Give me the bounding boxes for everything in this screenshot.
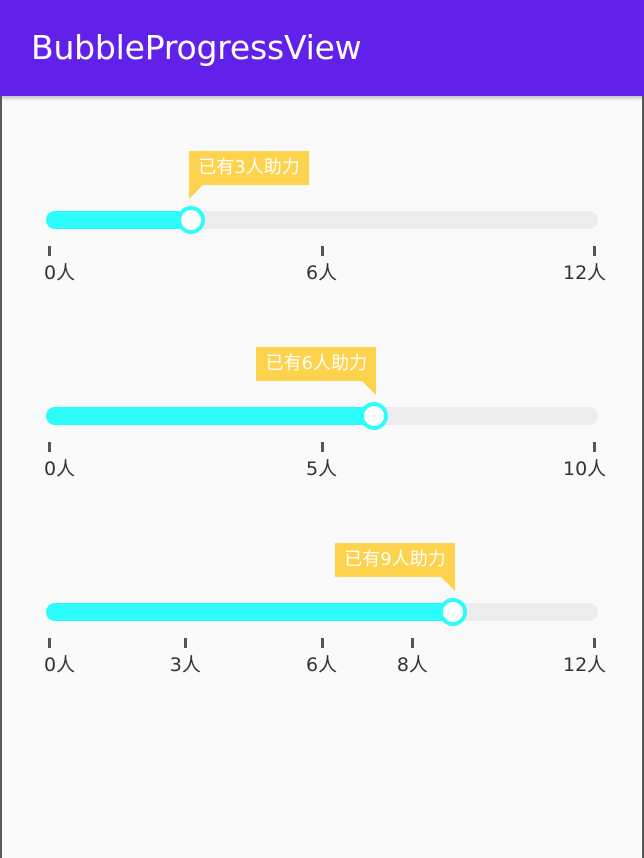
tick-mark — [320, 442, 324, 452]
tick-label: 6人 — [306, 654, 338, 676]
bubble-pointer — [362, 381, 377, 395]
tick-label: 5人 — [306, 458, 338, 480]
progress-bubble: 已有6人助力 — [256, 347, 377, 381]
progress-bubble: 已有9人助力 — [335, 543, 455, 577]
tick-mark — [320, 638, 324, 648]
tick-label: 12人 — [563, 262, 607, 284]
progress-fill — [46, 211, 191, 229]
progress-fill — [46, 603, 453, 621]
tick-mark — [593, 246, 596, 256]
app-title: BubbleProgressView — [31, 28, 362, 67]
progress-bubble: 已有3人助力 — [189, 151, 309, 185]
progress-track — [46, 211, 598, 229]
tick-label: 10人 — [563, 458, 607, 480]
bubble-pointer — [441, 577, 455, 591]
app-bar: BubbleProgressView — [0, 0, 644, 96]
tick-label: 0人 — [44, 654, 76, 676]
tick-label: 3人 — [169, 654, 201, 676]
tick-mark — [184, 638, 188, 648]
tick-mark — [320, 246, 324, 256]
tick-mark — [48, 638, 51, 648]
tick-label: 0人 — [44, 458, 76, 480]
progress-track — [46, 603, 598, 621]
progress-thumb[interactable] — [360, 402, 389, 430]
window-edge-left — [0, 96, 2, 858]
bubble-pointer — [189, 185, 203, 199]
progress-fill — [46, 407, 375, 425]
tick-mark — [48, 442, 51, 452]
tick-mark — [593, 638, 596, 648]
tick-mark — [48, 246, 51, 256]
tick-label: 6人 — [306, 262, 338, 284]
tick-mark — [593, 442, 596, 452]
window-edge-right — [642, 96, 644, 858]
tick-label: 8人 — [396, 654, 428, 676]
tick-mark — [411, 638, 415, 648]
tick-label: 12人 — [563, 654, 607, 676]
tick-label: 0人 — [44, 262, 76, 284]
progress-thumb[interactable] — [177, 206, 205, 234]
progress-thumb[interactable] — [439, 598, 467, 626]
progress-track — [46, 407, 598, 425]
